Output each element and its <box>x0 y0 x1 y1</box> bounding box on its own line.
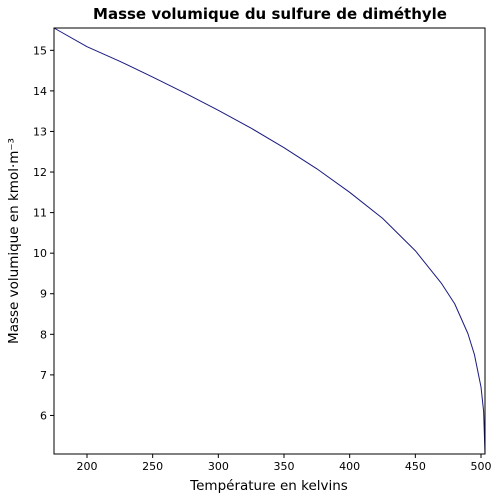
y-tick-label: 15 <box>33 44 47 57</box>
x-tick-label: 450 <box>405 460 426 473</box>
chart-title: Masse volumique du sulfure de diméthyle <box>93 5 447 23</box>
y-tick-label: 8 <box>40 328 47 341</box>
x-tick-label: 350 <box>273 460 294 473</box>
plot-area <box>53 27 486 455</box>
y-tick-label: 13 <box>33 125 47 138</box>
y-tick-label: 6 <box>40 409 47 422</box>
y-tick-label: 12 <box>33 166 47 179</box>
y-tick-label: 7 <box>40 369 47 382</box>
y-axis: 6 7 8 9 10 11 12 13 14 15 <box>33 44 54 422</box>
y-tick-label: 9 <box>40 288 47 301</box>
y-tick-label: 11 <box>33 207 47 220</box>
x-tick-label: 250 <box>142 460 163 473</box>
x-tick-label: 200 <box>76 460 97 473</box>
y-axis-label: Masse volumique en kmol·m⁻³ <box>6 138 22 344</box>
x-axis-label: Température en kelvins <box>189 478 348 494</box>
x-tick-label: 300 <box>208 460 229 473</box>
plot-frame <box>53 27 486 455</box>
x-axis: 200 250 300 350 400 450 500 <box>76 454 492 473</box>
series-line-0 <box>53 27 486 455</box>
y-tick-label: 14 <box>33 85 47 98</box>
x-tick-label: 400 <box>339 460 360 473</box>
x-tick-label: 500 <box>471 460 492 473</box>
y-tick-label: 10 <box>33 247 47 260</box>
